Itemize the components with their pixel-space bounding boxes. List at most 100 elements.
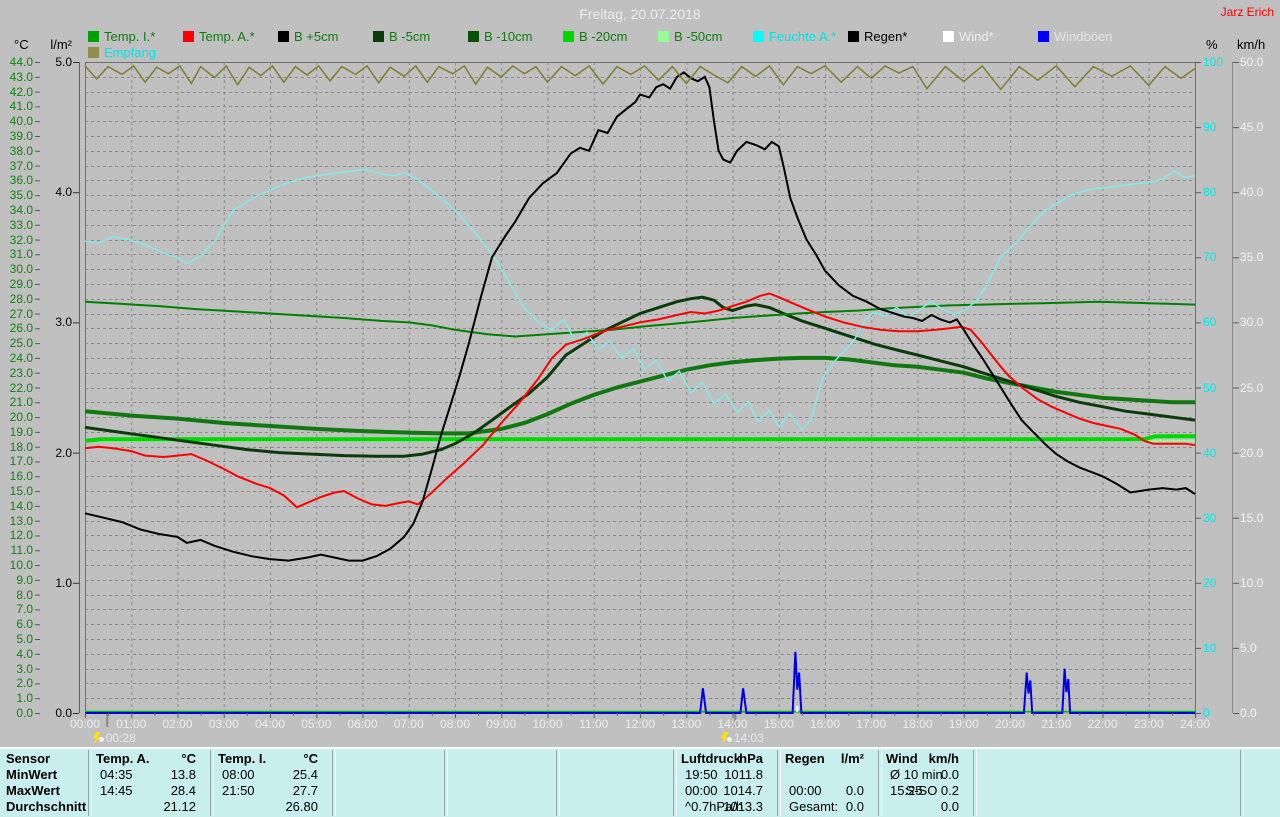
table-cell-value: 0.0 <box>845 799 864 814</box>
x-tick-label: 00:00 <box>69 717 101 731</box>
celsius-tick-label: 9.0 <box>16 572 33 587</box>
series-b_minus20 <box>84 434 1195 443</box>
x-tick-label: 02:00 <box>162 717 193 731</box>
celsius-tick-label: 22.0 <box>9 380 33 395</box>
table-cell-time: 21:50 <box>222 783 255 798</box>
legend-label: Windböen <box>1054 29 1113 44</box>
table-col-name: Wind <box>886 751 918 766</box>
x-tick-label: 16:00 <box>809 717 841 731</box>
celsius-tick-label: 38.0 <box>9 143 33 158</box>
legend-item-wind: Wind* <box>943 29 994 44</box>
table-divider <box>878 750 882 816</box>
celsius-tick-label: 11.0 <box>10 543 33 558</box>
humidity-tick-label: 10 <box>1203 640 1217 655</box>
series-b_minus10 <box>84 355 1195 436</box>
axis-title-celsius: °C <box>14 37 29 52</box>
legend-label: B -20cm <box>579 29 628 44</box>
temp-i-swatch-icon <box>88 31 99 42</box>
rain-tick-label: 1.0 <box>55 575 72 590</box>
wind-tick-label: 15.0 <box>1240 510 1264 525</box>
table-col-name: Luftdruck <box>681 751 741 766</box>
marker-dot-icon <box>98 737 104 742</box>
celsius-tick-label: 8.0 <box>16 587 33 602</box>
celsius-tick-label: 0.0 <box>16 706 33 720</box>
table-cell-value: 0.0 <box>845 783 864 798</box>
series-b_minus5 <box>84 295 1196 458</box>
table-divider <box>444 750 448 816</box>
table-cell-value: 1011.8 <box>724 767 763 782</box>
table-col-name: Temp. A. <box>96 751 150 766</box>
b-minus5-swatch-icon <box>373 31 384 42</box>
celsius-tick-label: 31.0 <box>9 247 33 262</box>
table-cell-value: 25.4 <box>292 767 318 782</box>
legend-item-b-minus20: B -20cm <box>563 29 628 44</box>
x-tick-label: 11:00 <box>579 717 609 731</box>
x-tick-label: 24:00 <box>1179 717 1211 731</box>
celsius-tick-label: 26.0 <box>9 321 33 336</box>
humidity-tick-label: 50 <box>1203 380 1217 395</box>
table-col-unit: °C <box>303 751 318 766</box>
legend-label: Temp. A.* <box>199 29 255 44</box>
table-cell-value: 1013.3 <box>723 799 763 814</box>
b-minus10-swatch-icon <box>468 31 479 42</box>
table-divider <box>777 750 781 816</box>
legend-label: Regen* <box>864 29 908 44</box>
rain-tick-label: 2.0 <box>55 445 72 460</box>
table-divider <box>332 750 336 816</box>
x-tick-label: 10:00 <box>532 717 563 731</box>
x-tick-label: 06:00 <box>347 717 378 731</box>
x-tick-label: 21:00 <box>1041 717 1072 731</box>
legend-label: Temp. I.* <box>104 29 156 44</box>
marker-dot-icon <box>726 737 732 742</box>
rain-tick-label: 0.0 <box>55 706 72 720</box>
table-col-unit: °C <box>181 751 196 766</box>
humidity-tick-label: 20 <box>1203 575 1217 590</box>
b-minus20-swatch-icon <box>563 31 574 42</box>
x-tick-label: 19:00 <box>948 717 979 731</box>
table-divider <box>973 750 977 816</box>
legend-item-temp-i: Temp. I.* <box>88 29 156 44</box>
table-row-label: Durchschnitt <box>6 799 87 814</box>
humidity-tick-label: 100 <box>1203 55 1224 69</box>
celsius-tick-label: 35.0 <box>9 188 33 203</box>
table-divider <box>673 750 677 816</box>
regen-swatch-icon <box>848 31 859 42</box>
legend-item-regen: Regen* <box>848 29 908 44</box>
table-col-name: Regen <box>785 751 825 766</box>
table-cell-value: 26.80 <box>285 799 318 814</box>
wind-tick-label: 0.0 <box>1240 706 1257 720</box>
series-feuchte <box>84 168 1196 431</box>
celsius-tick-label: 2.0 <box>16 676 33 691</box>
celsius-tick-label: 33.0 <box>9 217 33 232</box>
rain-tick-label: 3.0 <box>55 315 72 330</box>
legend-label: B -10cm <box>484 29 533 44</box>
table-cell-time: 00:00 <box>789 783 822 798</box>
celsius-tick-label: 10.0 <box>9 558 33 573</box>
table-cell-value: S-SO 0.2 <box>905 783 959 798</box>
x-tick-label: 03:00 <box>208 717 239 731</box>
x-tick-label: 05:00 <box>301 717 332 731</box>
celsius-tick-label: 39.0 <box>9 128 33 143</box>
wind-tick-label: 10.0 <box>1240 575 1264 590</box>
celsius-tick-label: 23.0 <box>9 365 33 380</box>
humidity-tick-label: 30 <box>1203 510 1217 525</box>
legend-label: Wind* <box>959 29 994 44</box>
table-divider <box>1240 750 1244 816</box>
series-temp_a <box>84 292 1196 509</box>
x-tick-label: 23:00 <box>1133 717 1164 731</box>
table-col-name: Temp. I. <box>218 751 267 766</box>
x-tick-label: 01:00 <box>116 717 147 731</box>
table-cell-time: 04:35 <box>100 767 133 782</box>
table-cell-value: 1014.7 <box>723 783 763 798</box>
legend-item-temp-a: Temp. A.* <box>183 29 255 44</box>
celsius-tick-label: 32.0 <box>9 232 33 247</box>
event-marker-0028: 00:28 <box>92 732 136 745</box>
celsius-tick-label: 17.0 <box>9 454 33 469</box>
table-cell-value: 0.0 <box>940 799 959 814</box>
celsius-tick-label: 44.0 <box>9 55 33 69</box>
celsius-tick-label: 6.0 <box>16 617 33 632</box>
humidity-tick-label: 60 <box>1203 315 1217 330</box>
celsius-tick-label: 7.0 <box>16 602 33 617</box>
